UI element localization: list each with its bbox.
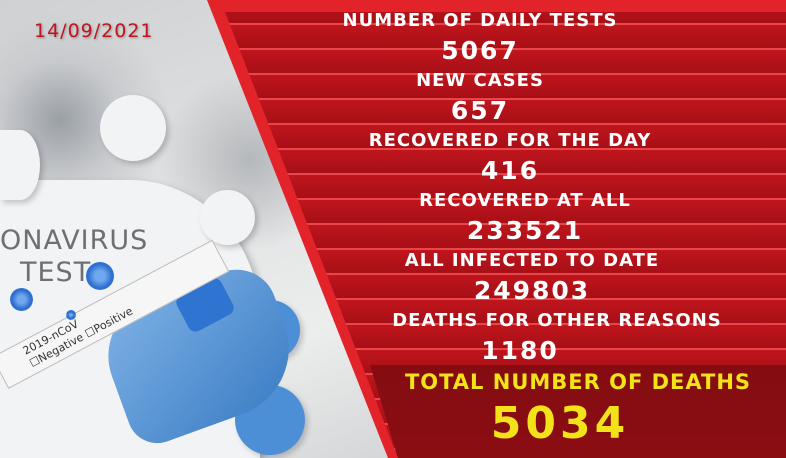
virus-icon (86, 262, 114, 290)
headline-line-1: ONAVIRUS (0, 225, 149, 256)
stat-value-recovered-all: 233521 (466, 216, 584, 245)
stat-value-deaths-other: 1180 (481, 336, 559, 365)
virus-icon (66, 310, 76, 320)
total-deaths-value: 5034 (490, 398, 630, 449)
stat-value-recovered-day: 416 (480, 156, 540, 185)
virus-spike (100, 95, 166, 161)
stat-label-deaths-other: DEATHS FOR OTHER REASONS (392, 310, 722, 331)
headline-line-2: TEST (20, 257, 92, 288)
virus-spike (0, 130, 40, 200)
stat-label-new-cases: NEW CASES (416, 70, 544, 91)
stat-value-new-cases: 657 (450, 96, 510, 125)
total-deaths-label: TOTAL NUMBER OF DEATHS (404, 370, 752, 394)
stat-value-all-infected: 249803 (473, 276, 591, 305)
virus-icon (10, 288, 33, 311)
stat-label-all-infected: ALL INFECTED TO DATE (404, 250, 660, 271)
stat-label-recovered-all: RECOVERED AT ALL (419, 190, 631, 211)
report-date: 14/09/2021 (34, 20, 154, 42)
coronavirus-test-heading: ONAVIRUS TEST (0, 225, 148, 289)
stat-value-daily-tests: 5067 (441, 36, 519, 65)
stat-label-recovered-day: RECOVERED FOR THE DAY (368, 130, 652, 151)
virus-spike (200, 190, 255, 245)
stat-label-daily-tests: NUMBER OF DAILY TESTS (342, 10, 618, 31)
